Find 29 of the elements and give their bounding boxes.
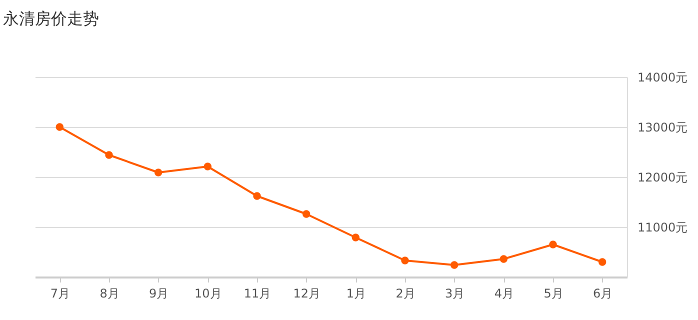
point [598,258,606,266]
x-tick-label: 8月 [100,286,120,300]
point [549,240,557,248]
x-tick-label: 1月 [346,286,366,300]
y-tick-label: 14000元 [638,70,688,84]
point [450,261,458,269]
y-tick-label: 12000元 [638,170,688,184]
x-tick-label: 6月 [593,286,613,300]
point [154,168,162,176]
point [302,210,310,218]
x-tick-label: 7月 [50,286,70,300]
y-tick-label: 11000元 [638,220,688,234]
chart-title: 永清房价走势 [3,9,99,28]
point [352,234,360,242]
point [56,123,64,131]
x-tick-label: 10月 [194,286,222,300]
x-tick-label: 9月 [149,286,169,300]
point [253,192,261,200]
point [401,256,409,264]
point [204,162,212,170]
x-tick-label: 2月 [396,286,416,300]
x-tick-label: 12月 [293,286,320,300]
point [500,255,508,263]
x-tick-label: 4月 [494,286,514,300]
x-tick-label: 5月 [544,286,564,300]
point [105,151,113,159]
y-tick-label: 13000元 [638,120,688,134]
x-tick-label: 11月 [244,286,272,300]
x-tick-label: 3月 [445,286,465,300]
